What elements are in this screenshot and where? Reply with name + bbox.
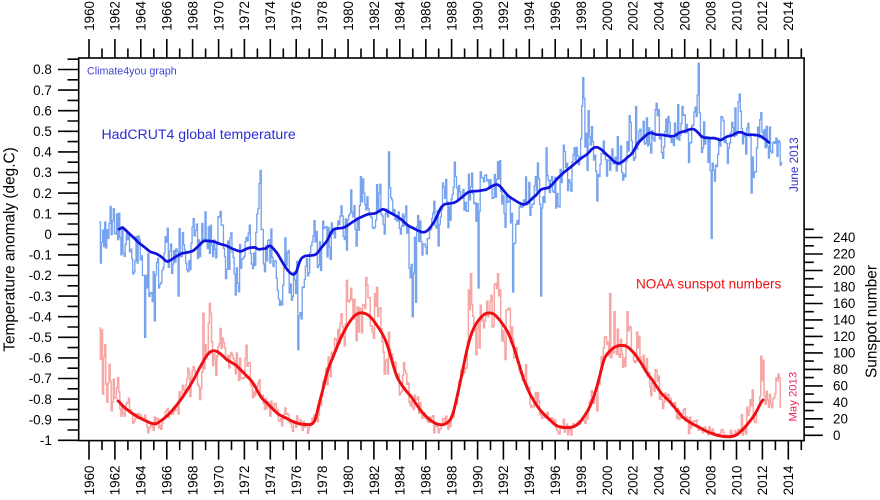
- svg-text:Sunspot number: Sunspot number: [864, 265, 880, 378]
- svg-text:2008: 2008: [703, 1, 718, 31]
- svg-text:140: 140: [833, 313, 855, 328]
- svg-text:1998: 1998: [574, 466, 589, 496]
- svg-text:1972: 1972: [237, 1, 252, 31]
- svg-text:1996: 1996: [548, 1, 563, 31]
- svg-text:1974: 1974: [263, 0, 278, 30]
- svg-text:1974: 1974: [263, 465, 278, 495]
- svg-text:1962: 1962: [108, 1, 123, 31]
- svg-text:1982: 1982: [367, 466, 382, 496]
- svg-text:1980: 1980: [341, 1, 356, 31]
- svg-text:1960: 1960: [82, 1, 97, 31]
- svg-text:100: 100: [833, 346, 855, 361]
- svg-text:2012: 2012: [755, 466, 770, 496]
- svg-text:0.1: 0.1: [33, 206, 52, 221]
- svg-text:NOAA sunspot numbers: NOAA sunspot numbers: [636, 277, 782, 292]
- svg-text:1964: 1964: [134, 465, 149, 495]
- svg-text:1984: 1984: [393, 0, 408, 30]
- svg-text:80: 80: [833, 362, 848, 377]
- svg-text:-1: -1: [40, 433, 52, 448]
- svg-text:1966: 1966: [160, 466, 175, 496]
- svg-text:0.3: 0.3: [33, 165, 52, 180]
- svg-text:2000: 2000: [600, 1, 615, 31]
- svg-text:200: 200: [833, 263, 855, 278]
- svg-text:120: 120: [833, 329, 855, 344]
- svg-text:HadCRUT4 global temperature: HadCRUT4 global temperature: [102, 126, 296, 142]
- svg-text:1960: 1960: [82, 466, 97, 496]
- svg-text:1996: 1996: [548, 466, 563, 496]
- svg-text:2002: 2002: [626, 466, 641, 496]
- svg-text:1998: 1998: [574, 1, 589, 31]
- svg-text:1988: 1988: [444, 466, 459, 496]
- svg-text:0.7: 0.7: [33, 83, 52, 98]
- svg-text:2012: 2012: [755, 1, 770, 31]
- svg-text:-0.3: -0.3: [29, 289, 52, 304]
- svg-text:2006: 2006: [678, 1, 693, 31]
- svg-text:1990: 1990: [470, 1, 485, 31]
- svg-text:220: 220: [833, 247, 855, 262]
- svg-text:0.5: 0.5: [33, 124, 52, 139]
- svg-text:2002: 2002: [626, 1, 641, 31]
- svg-text:1988: 1988: [444, 1, 459, 31]
- svg-text:-0.8: -0.8: [29, 392, 52, 407]
- svg-text:0.6: 0.6: [33, 103, 52, 118]
- svg-text:60: 60: [833, 379, 848, 394]
- svg-text:0.4: 0.4: [33, 145, 52, 160]
- svg-text:1984: 1984: [393, 465, 408, 495]
- svg-text:0.8: 0.8: [33, 62, 52, 77]
- svg-text:1992: 1992: [496, 1, 511, 31]
- svg-text:1972: 1972: [237, 466, 252, 496]
- svg-text:Climate4you graph: Climate4you graph: [87, 66, 177, 78]
- svg-text:1982: 1982: [367, 1, 382, 31]
- svg-text:2010: 2010: [729, 466, 744, 496]
- svg-text:0: 0: [44, 227, 51, 242]
- svg-text:1978: 1978: [315, 466, 330, 496]
- svg-text:Temperature anomaly (deg.C): Temperature anomaly (deg.C): [2, 147, 19, 351]
- svg-text:1992: 1992: [496, 466, 511, 496]
- svg-text:1990: 1990: [470, 466, 485, 496]
- svg-text:2014: 2014: [781, 0, 796, 30]
- svg-text:1976: 1976: [289, 466, 304, 496]
- svg-text:2014: 2014: [781, 465, 796, 495]
- svg-text:-0.2: -0.2: [29, 268, 52, 283]
- svg-text:1968: 1968: [185, 466, 200, 496]
- svg-text:2008: 2008: [703, 466, 718, 496]
- svg-text:1976: 1976: [289, 1, 304, 31]
- svg-text:20: 20: [833, 412, 848, 427]
- svg-text:-0.9: -0.9: [29, 412, 52, 427]
- svg-text:180: 180: [833, 280, 855, 295]
- svg-text:2000: 2000: [600, 466, 615, 496]
- svg-text:2004: 2004: [652, 465, 667, 495]
- svg-text:-0.6: -0.6: [29, 351, 52, 366]
- svg-text:1968: 1968: [185, 1, 200, 31]
- svg-text:2006: 2006: [678, 466, 693, 496]
- svg-text:1986: 1986: [419, 1, 434, 31]
- svg-text:160: 160: [833, 296, 855, 311]
- svg-text:2010: 2010: [729, 1, 744, 31]
- svg-text:May 2013: May 2013: [788, 372, 800, 422]
- svg-text:-0.1: -0.1: [29, 248, 52, 263]
- svg-text:2004: 2004: [652, 0, 667, 30]
- svg-text:1986: 1986: [419, 466, 434, 496]
- svg-text:June 2013: June 2013: [788, 137, 801, 192]
- svg-text:1994: 1994: [522, 0, 537, 30]
- svg-text:-0.4: -0.4: [29, 309, 53, 324]
- svg-text:0.2: 0.2: [33, 186, 52, 201]
- svg-text:1964: 1964: [134, 0, 149, 30]
- svg-text:240: 240: [833, 230, 855, 245]
- svg-text:40: 40: [833, 395, 848, 410]
- svg-text:1994: 1994: [522, 465, 537, 495]
- svg-text:1966: 1966: [160, 1, 175, 31]
- svg-text:1980: 1980: [341, 466, 356, 496]
- svg-text:1978: 1978: [315, 1, 330, 31]
- svg-text:-0.7: -0.7: [29, 371, 52, 386]
- svg-text:1970: 1970: [211, 466, 226, 496]
- svg-text:0: 0: [833, 428, 840, 443]
- svg-text:1962: 1962: [108, 466, 123, 496]
- svg-text:-0.5: -0.5: [29, 330, 52, 345]
- svg-text:1970: 1970: [211, 1, 226, 31]
